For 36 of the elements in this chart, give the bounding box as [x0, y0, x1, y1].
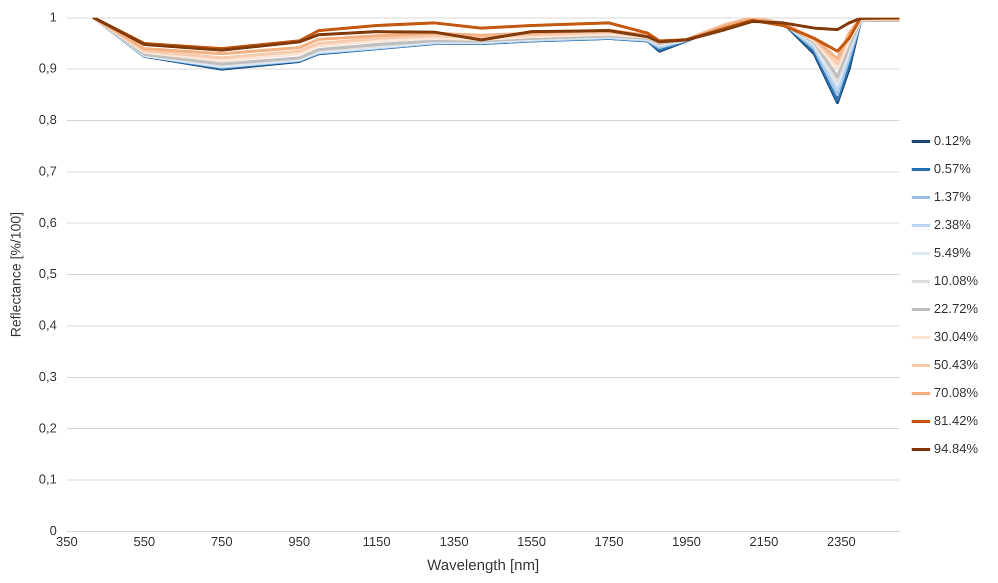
legend-label: 0.57%: [934, 161, 972, 176]
legend-label: 2.38%: [934, 217, 972, 232]
legend-label: 1.37%: [934, 189, 972, 204]
y-tick-label: 0: [50, 522, 57, 538]
y-tick-label: 0,1: [38, 472, 57, 487]
y-tick-label: 0,5: [38, 266, 57, 282]
legend-label: 0.12%: [934, 133, 972, 148]
legend-label: 30.04%: [934, 329, 978, 344]
x-tick-label: 1950: [672, 534, 701, 549]
y-tick-label: 1: [50, 9, 57, 24]
y-tick-label: 0,9: [38, 60, 57, 76]
y-tick-label: 0,6: [38, 214, 57, 230]
x-axis-title: Wavelength [nm]: [427, 557, 540, 574]
y-tick-label: 0,4: [38, 318, 57, 333]
legend-label: 70.08%: [934, 385, 978, 400]
x-tick-label: 2150: [749, 534, 778, 549]
legend-label: 22.72%: [934, 301, 978, 316]
x-tick-label: 1550: [517, 534, 546, 549]
legend-label: 50.43%: [934, 357, 978, 372]
x-tick-label: 2350: [826, 534, 856, 549]
x-tick-label: 950: [288, 534, 310, 549]
y-tick-label: 0,8: [38, 112, 57, 128]
y-tick-label: 0,2: [38, 420, 57, 436]
legend-label: 10.08%: [934, 273, 978, 288]
y-tick-label: 0,3: [38, 368, 57, 384]
x-tick-label: 750: [210, 534, 233, 549]
legend-label: 5.49%: [934, 245, 972, 260]
x-tick-label: 550: [133, 534, 156, 549]
x-tick-label: 1350: [440, 534, 469, 549]
x-tick-label: 350: [56, 534, 78, 549]
y-tick-label: 0,7: [38, 163, 57, 178]
x-tick-label: 1750: [594, 534, 624, 549]
legend-label: 94.84%: [934, 441, 978, 456]
x-tick-label: 1150: [362, 534, 391, 549]
legend-label: 81.42%: [934, 413, 978, 428]
y-axis-title: Reflectance [%/100]: [7, 212, 24, 338]
